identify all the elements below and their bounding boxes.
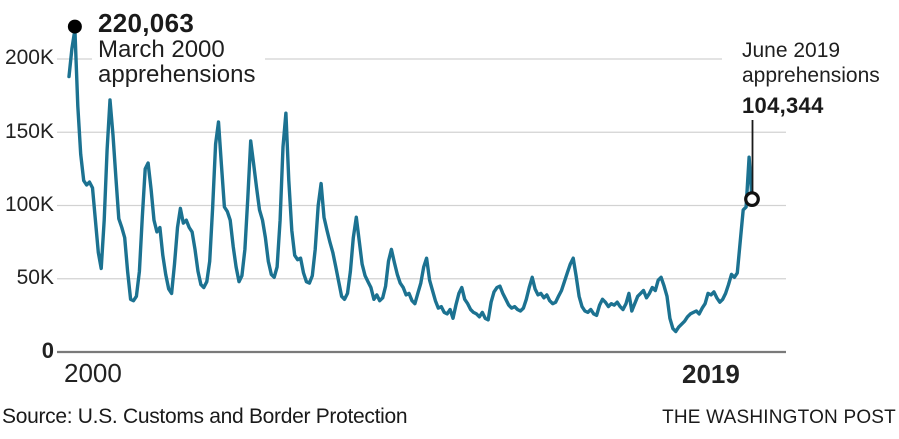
peak-annotation: 220,063 March 2000 apprehensions	[92, 8, 266, 91]
end-annotation-label-line1: June 2019	[742, 39, 841, 62]
x-axis-label-2000: 2000	[64, 358, 122, 388]
apprehensions-line-series	[67, 27, 754, 334]
end-annotation-value: 104,344	[742, 93, 824, 118]
chart-footer: Source: U.S. Customs and Border Protecti…	[2, 405, 896, 429]
publisher-credit: THE WASHINGTON POST	[662, 407, 896, 428]
peak-dot-marker	[67, 19, 82, 34]
end-open-circle-marker	[744, 191, 760, 208]
source-note: Source: U.S. Customs and Border Protecti…	[2, 405, 408, 428]
end-annotation-label-line2: apprehensions	[742, 64, 880, 87]
peak-annotation-label-line1: March 2000	[98, 36, 225, 63]
y-axis-label-0: 0	[41, 338, 54, 363]
y-axis-label-200k: 200K	[4, 46, 54, 69]
y-axis-label-100k: 100K	[4, 193, 54, 216]
y-axis-label-150k: 150K	[4, 120, 54, 143]
end-annotation: June 2019 apprehensions 104,344	[722, 36, 899, 119]
peak-annotation-value: 220,063	[98, 8, 195, 38]
y-axis-label-50k: 50K	[16, 266, 54, 289]
peak-annotation-label-line2: apprehensions	[98, 61, 256, 88]
x-axis-label-2019: 2019	[682, 359, 740, 389]
